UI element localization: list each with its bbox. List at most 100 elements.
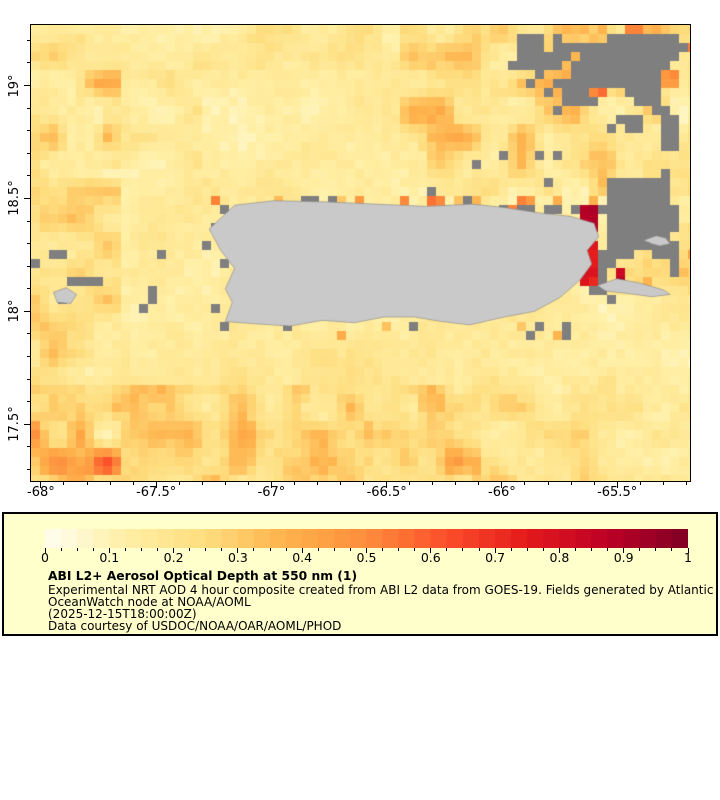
x-minor-tick: [662, 482, 664, 485]
y-major-tick: [24, 310, 30, 312]
colorbar-tick-label-5: 0.5: [356, 550, 377, 565]
x-minor-tick: [63, 482, 65, 485]
x-minor-tick: [593, 482, 595, 485]
colorbar-minor-tick: [398, 548, 400, 551]
y-major-tick: [24, 85, 30, 87]
x-tick-label-3: -66.5°: [366, 485, 407, 500]
colorbar-minor-tick: [221, 548, 223, 551]
colorbar-major-tick: [687, 548, 689, 553]
colorbar-minor-tick: [76, 548, 78, 551]
legend-description-line-2: OceanWatch node at NOAA/AOML: [48, 594, 251, 609]
y-minor-tick: [27, 401, 30, 403]
legend-credit: Data courtesy of USDOC/NOAA/OAR/AOML/PHO…: [48, 619, 342, 634]
colorbar-major-tick: [44, 548, 46, 553]
colorbar-minor-tick: [269, 548, 271, 551]
x-minor-tick: [201, 482, 203, 485]
y-minor-tick: [27, 243, 30, 245]
colorbar-minor-tick: [510, 548, 512, 551]
colorbar-minor-tick: [655, 548, 657, 551]
y-tick-label-3: 17.5°: [7, 406, 22, 443]
x-major-tick: [40, 482, 42, 488]
colorbar-major-tick: [301, 548, 303, 553]
colorbar-minor-tick: [478, 548, 480, 551]
colorbar-minor-tick: [333, 548, 335, 551]
colorbar-minor-tick: [414, 548, 416, 551]
colorbar-tick-label-9: 0.9: [613, 550, 634, 565]
x-major-tick: [501, 482, 503, 488]
x-tick-label-5: -65.5°: [597, 485, 638, 500]
x-tick-label-0: -68°: [27, 485, 55, 500]
colorbar-major-tick: [430, 548, 432, 553]
legend-title: ABI L2+ Aerosol Optical Depth at 550 nm …: [48, 569, 358, 583]
x-minor-tick: [224, 482, 226, 485]
x-major-tick: [386, 482, 388, 488]
y-minor-tick: [27, 130, 30, 132]
colorbar-legend-box: 0 0.1 0.2 0.3 0.4 0.5 0.6 0.7 0.8 0.9 1 ABI L2+ Ae…: [2, 512, 718, 636]
x-tick-label-2: -67°: [257, 485, 286, 500]
colorbar-tick-label-2: 0.2: [163, 550, 184, 565]
x-minor-tick: [340, 482, 342, 485]
colorbar-tick-label-6: 0.6: [420, 550, 441, 565]
y-tick-label-2: 18°: [7, 299, 22, 323]
x-minor-tick: [247, 482, 249, 485]
legend-timestamp: (2025-12-15T18:00:00Z): [48, 606, 197, 621]
colorbar-minor-tick: [574, 548, 576, 551]
y-tick-label-0: 19°: [7, 74, 22, 98]
y-minor-tick: [27, 220, 30, 222]
x-tick-label-4: -66°: [488, 485, 516, 500]
y-major-tick: [24, 197, 30, 199]
colorbar-minor-tick: [462, 548, 464, 551]
aod-raster-canvas: [31, 25, 690, 481]
x-minor-tick: [109, 482, 111, 485]
colorbar-minor-tick: [140, 548, 142, 551]
colorbar-minor-tick: [591, 548, 593, 551]
colorbar-tick-label-7: 0.7: [485, 550, 506, 565]
y-minor-tick: [27, 265, 30, 267]
colorbar-minor-tick: [446, 548, 448, 551]
colorbar-minor-tick: [526, 548, 528, 551]
colorbar-minor-tick: [607, 548, 609, 551]
x-minor-tick: [317, 482, 318, 485]
colorbar-minor-tick: [671, 548, 673, 551]
colorbar-tick-label-0: 0: [41, 550, 49, 565]
legend-text-block: ABI L2+ Aerosol Optical Depth at 550 nm …: [48, 569, 714, 634]
x-minor-tick: [547, 482, 549, 485]
y-tick-label-1: 18.5°: [7, 180, 22, 217]
colorbar-minor-tick: [542, 548, 544, 551]
legend-description-line-1: Experimental NRT AOD 4 hour composite cr…: [48, 582, 714, 597]
y-minor-tick: [27, 152, 30, 154]
colorbar-minor-tick: [124, 548, 126, 551]
x-minor-tick: [478, 482, 480, 485]
colorbar-minor-tick: [317, 548, 319, 551]
x-minor-tick: [570, 482, 572, 485]
y-minor-tick: [27, 468, 30, 470]
y-minor-tick: [27, 333, 30, 335]
y-minor-tick: [27, 356, 30, 358]
colorbar-major-tick: [108, 548, 110, 553]
x-minor-tick: [86, 482, 88, 485]
x-tick-label-1: -67.5°: [136, 485, 177, 500]
colorbar-minor-tick: [205, 548, 207, 551]
colorbar-major-tick: [623, 548, 625, 553]
colorbar-canvas: [45, 529, 688, 548]
colorbar-minor-tick: [639, 548, 641, 551]
x-minor-tick: [132, 482, 134, 485]
y-minor-tick: [27, 107, 30, 109]
colorbar-minor-tick: [382, 548, 384, 551]
y-major-tick: [24, 423, 30, 425]
x-minor-tick: [363, 482, 365, 485]
colorbar-minor-tick: [349, 548, 351, 551]
colorbar-minor-tick: [92, 548, 94, 551]
aod-map-plot: [31, 25, 690, 481]
colorbar-major-tick: [173, 548, 175, 553]
colorbar-major-tick: [237, 548, 239, 553]
colorbar-tick-label-3: 0.3: [227, 550, 248, 565]
y-minor-tick: [27, 175, 30, 177]
y-minor-tick: [27, 378, 30, 380]
x-minor-tick: [639, 482, 641, 485]
colorbar-major-tick: [558, 548, 560, 553]
y-minor-tick: [27, 39, 30, 41]
colorbar-major-tick: [366, 548, 367, 553]
x-minor-tick: [685, 482, 687, 485]
